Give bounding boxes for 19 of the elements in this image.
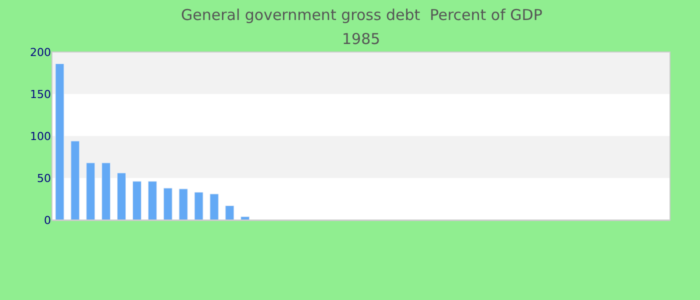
bar [163, 188, 172, 220]
bar [55, 64, 64, 220]
y-tick-label: 0 [44, 214, 51, 227]
bar [178, 188, 188, 220]
bar [148, 181, 157, 220]
bar [86, 162, 96, 220]
bar [117, 172, 126, 220]
y-tick-label: 150 [30, 88, 51, 101]
bar [225, 205, 234, 220]
bar [194, 192, 204, 220]
bar [210, 194, 219, 220]
chart-subtitle: 1985 [342, 30, 380, 48]
bar [102, 162, 111, 220]
bar [132, 181, 142, 220]
bar [70, 140, 80, 220]
y-tick-label: 50 [37, 172, 51, 185]
chart-title: General government gross debt Percent of GDP [181, 6, 542, 24]
y-tick-label: 100 [30, 130, 51, 143]
y-tick-label: 200 [30, 46, 51, 59]
